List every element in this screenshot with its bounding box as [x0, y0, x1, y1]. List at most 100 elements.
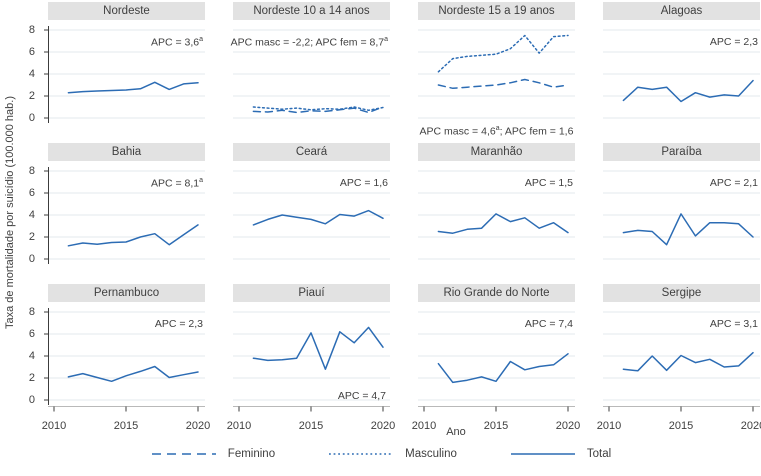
y-tick-label: 2	[28, 372, 35, 384]
series-total	[252, 326, 384, 370]
panel-maranhao: Maranhão APC = 1,5	[418, 143, 575, 276]
apc-annotation: APC masc = 4,6a; APC fem = 1,6	[419, 124, 574, 138]
y-tick-label: 4	[28, 209, 35, 221]
series-total	[437, 213, 569, 234]
legend-label: Feminino	[227, 448, 276, 460]
panel-title: Piauí	[233, 284, 390, 302]
y-tick-label: 2	[28, 90, 35, 102]
y-axis-labels: 0 2 4 6 8	[22, 22, 44, 135]
dashed-line-icon	[151, 453, 216, 455]
x-tick-label: 2020	[740, 420, 761, 432]
y-tick-label: 8	[28, 165, 35, 177]
line-chart: APC = 2,1	[603, 163, 760, 276]
line-chart: APC = 3,1	[603, 304, 760, 417]
panel-title: Pernambuco	[48, 284, 205, 302]
y-tick-label: 4	[28, 350, 35, 362]
series-masculino	[437, 34, 569, 73]
series-total	[622, 213, 754, 246]
line-chart: APC = 8,1a	[44, 163, 205, 276]
y-tick-label: 2	[28, 231, 35, 243]
y-tick-label: 6	[28, 328, 35, 340]
line-chart: APC = 4,7	[233, 304, 390, 417]
series-total	[622, 351, 754, 372]
x-tick-label: 2015	[298, 420, 324, 432]
x-tick-label: 2015	[113, 420, 139, 432]
series-total	[437, 353, 569, 384]
panels-grid: Nordeste APC = 3,6a 0 2 4 6 8 Nordeste 10 a 14 …	[22, 2, 761, 433]
line-chart: APC = 1,5	[418, 163, 575, 276]
x-axis-labels: 2010 2015 2020	[412, 417, 580, 433]
apc-annotation: APC = 1,5	[524, 177, 573, 189]
panel-paraiba: Paraíba APC = 2,1	[603, 143, 760, 276]
series-feminino	[252, 106, 384, 114]
x-tick-label: 2020	[555, 420, 581, 432]
y-tick-label: 8	[28, 24, 35, 36]
series-masculino	[252, 106, 384, 112]
apc-annotation: APC = 2,3	[154, 318, 203, 330]
series-total	[67, 365, 199, 383]
panel-title: Sergipe	[603, 284, 760, 302]
legend-item-total: Total	[509, 448, 611, 460]
x-axis-labels: 2010 2015 2020	[597, 417, 761, 433]
y-axis-title-text: Taxa de mortalidade por suicídio (100.00…	[4, 95, 16, 329]
x-tick-label: 2010	[411, 420, 437, 432]
panel-pernambuco: Pernambuco APC = 2,3 2010 2015 2020 0 2 4 6 8	[22, 284, 210, 433]
series-feminino	[437, 78, 569, 90]
y-tick-label: 6	[28, 46, 35, 58]
panel-title: Nordeste 10 a 14 anos	[233, 2, 390, 20]
series-total	[67, 224, 199, 247]
panel-rio-grande-do-norte: Rio Grande do Norte APC = 7,4 2010 2015 2020	[412, 284, 580, 433]
panel-title: Bahia	[48, 143, 205, 161]
y-tick-label: 0	[28, 253, 35, 265]
apc-annotation: APC masc = -2,2; APC fem = 8,7a	[230, 36, 388, 49]
legend-item-feminino: Feminino	[150, 448, 275, 460]
apc-annotation: APC = 1,6	[339, 177, 388, 189]
y-axis-title: Taxa de mortalidade por suicídio (100.00…	[0, 0, 20, 424]
y-tick-label: 0	[28, 112, 35, 124]
panel-title: Paraíba	[603, 143, 760, 161]
panel-ceara: Ceará APC = 1,6	[233, 143, 390, 276]
apc-annotation: APC = 4,7	[337, 390, 386, 402]
line-chart: APC = 7,4	[418, 304, 575, 417]
panel-bahia: Bahia APC = 8,1a 0 2 4 6 8	[22, 143, 205, 276]
panel-title: Maranhão	[418, 143, 575, 161]
panel-nordeste: Nordeste APC = 3,6a 0 2 4 6 8	[22, 2, 205, 135]
x-tick-label: 2010	[596, 420, 622, 432]
x-tick-label: 2015	[483, 420, 509, 432]
x-tick-label: 2015	[668, 420, 694, 432]
series-total	[67, 81, 199, 94]
x-tick-label: 2020	[185, 420, 211, 432]
line-chart: APC = 2,3	[44, 304, 205, 417]
x-tick-label: 2010	[41, 420, 67, 432]
panel-nordeste-15-a-19-anos: Nordeste 15 a 19 anos APC masc = 4,6a; AP…	[418, 2, 575, 138]
line-chart: APC masc = 4,6a; APC fem = 1,6	[418, 22, 575, 138]
legend: Feminino Masculino Total	[0, 448, 761, 460]
apc-annotation: APC = 3,6a	[150, 36, 203, 49]
x-axis-labels: 2010 2015 2020	[227, 417, 395, 433]
y-tick-label: 8	[28, 306, 35, 318]
legend-item-masculino: Masculino	[327, 448, 457, 460]
series-total	[622, 79, 754, 103]
panel-alagoas: Alagoas APC = 2,3	[603, 2, 760, 135]
apc-annotation: APC = 3,1	[709, 318, 758, 330]
apc-annotation: APC = 8,1a	[150, 177, 203, 190]
y-tick-label: 4	[28, 68, 35, 80]
apc-annotation: APC = 2,1	[709, 177, 758, 189]
panel-title: Rio Grande do Norte	[418, 284, 575, 302]
apc-annotation: APC = 2,3	[709, 36, 758, 48]
solid-line-icon	[510, 453, 575, 455]
line-chart: APC masc = -2,2; APC fem = 8,7a	[230, 22, 390, 135]
series-total	[252, 209, 384, 226]
y-tick-label: 0	[28, 394, 35, 406]
panel-title: Nordeste 15 a 19 anos	[418, 2, 575, 20]
legend-label: Masculino	[405, 448, 457, 460]
panel-title: Alagoas	[603, 2, 760, 20]
x-axis-labels: 2010 2015 2020	[42, 417, 210, 433]
x-tick-label: 2020	[370, 420, 396, 432]
x-tick-label: 2010	[226, 420, 252, 432]
panel-sergipe: Sergipe APC = 3,1 2010 2015 2020	[597, 284, 761, 433]
panel-title: Ceará	[233, 143, 390, 161]
y-axis-labels: 0 2 4 6 8	[22, 304, 44, 417]
panel-nordeste-10-a-14-anos: Nordeste 10 a 14 anos APC masc = -2,2; AP…	[230, 2, 390, 135]
